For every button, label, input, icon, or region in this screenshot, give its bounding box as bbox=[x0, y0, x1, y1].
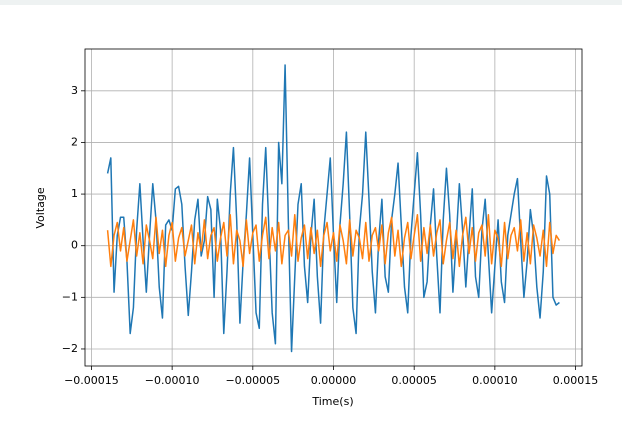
x-tick-label: −0.00015 bbox=[64, 374, 119, 387]
y-tick-label: −2 bbox=[62, 342, 78, 355]
plot-frame bbox=[84, 48, 583, 367]
x-tick-label: 0.00005 bbox=[391, 374, 437, 387]
x-tick-label: 0.00010 bbox=[472, 374, 518, 387]
y-tick-label: 3 bbox=[71, 84, 78, 97]
x-axis-label: Time(s) bbox=[311, 395, 353, 408]
x-tick-label: 0.00015 bbox=[553, 374, 599, 387]
y-axis-label: Voltage bbox=[34, 187, 47, 228]
x-tick-label: −0.00010 bbox=[145, 374, 200, 387]
y-tick-label: 0 bbox=[71, 239, 78, 252]
top-strip bbox=[0, 0, 622, 5]
y-tick-label: 2 bbox=[71, 135, 78, 148]
series-line bbox=[106, 213, 561, 268]
y-tick-label: 1 bbox=[71, 187, 78, 200]
y-tick-label: −1 bbox=[62, 290, 78, 303]
x-tick-label: −0.00005 bbox=[225, 374, 280, 387]
x-tick-label: 0.00000 bbox=[311, 374, 357, 387]
